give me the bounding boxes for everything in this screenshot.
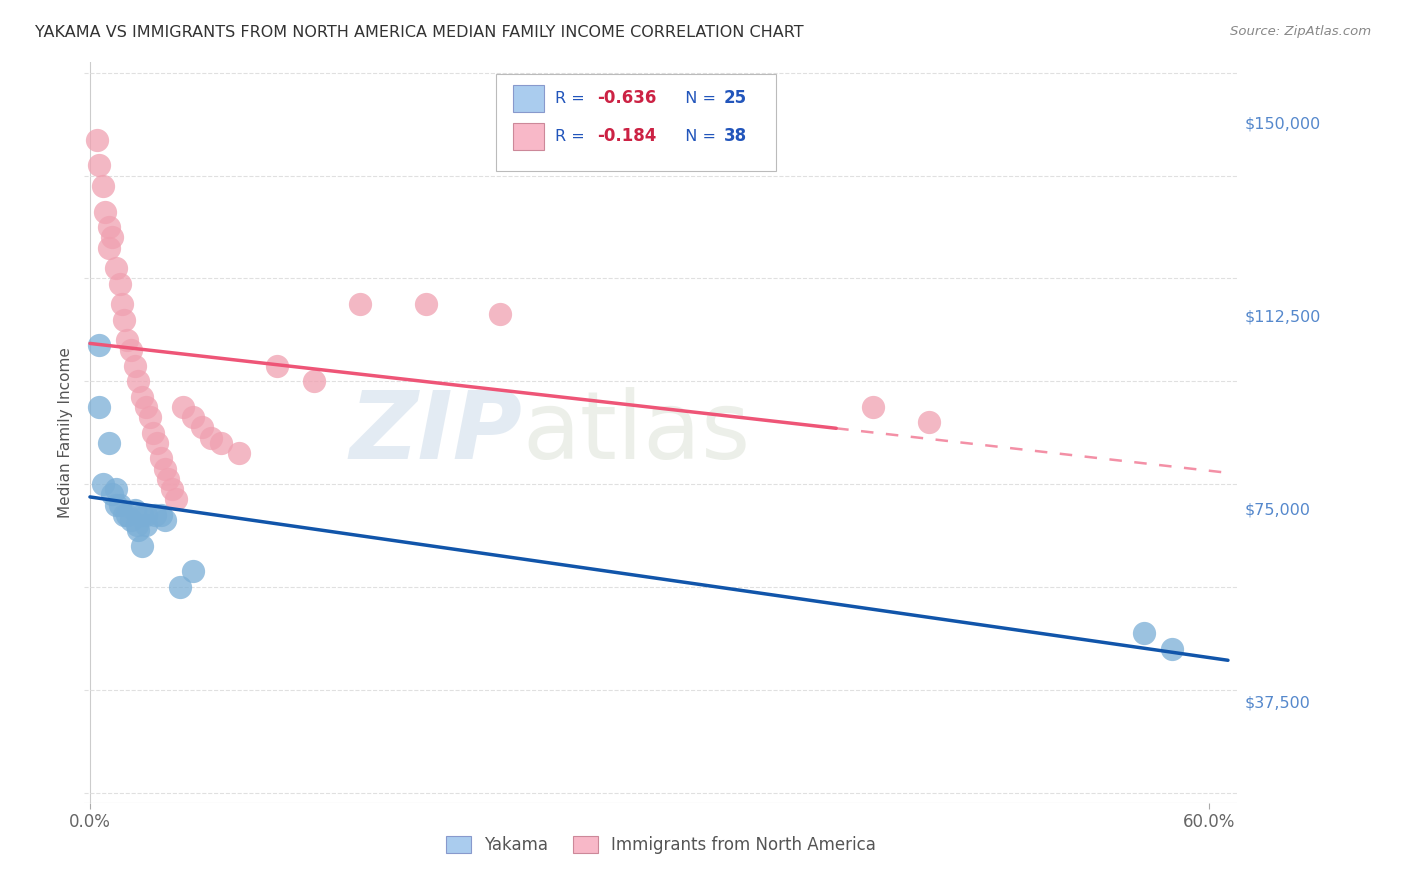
Text: $112,500: $112,500 [1244, 310, 1322, 325]
Point [153, 513, 176, 527]
Point [91, 178, 114, 193]
Point [149, 451, 172, 466]
Point [124, 502, 146, 516]
Point [111, 297, 134, 311]
Point [165, 492, 187, 507]
Point [918, 415, 941, 429]
Point [97, 436, 120, 450]
Point [138, 410, 160, 425]
Point [415, 297, 437, 311]
Point [228, 446, 250, 460]
Point [135, 518, 157, 533]
Point [153, 461, 176, 475]
Point [91, 477, 114, 491]
Point [105, 261, 128, 276]
Point [97, 240, 120, 254]
Point [105, 482, 128, 496]
Text: 25: 25 [724, 89, 747, 107]
Text: $75,000: $75,000 [1244, 502, 1310, 517]
Point [157, 472, 180, 486]
Point [112, 312, 135, 326]
Text: N =: N = [675, 91, 721, 105]
Point [1133, 626, 1156, 640]
Text: $37,500: $37,500 [1244, 695, 1310, 710]
Text: ZIP: ZIP [350, 386, 523, 479]
Point [191, 420, 214, 434]
Point [108, 498, 131, 512]
Point [105, 498, 128, 512]
Point [143, 508, 166, 522]
Point [862, 400, 884, 414]
Point [86, 132, 108, 146]
Point [135, 508, 157, 522]
Point [200, 431, 222, 445]
Point [117, 508, 139, 522]
Point [349, 297, 371, 311]
Point [131, 539, 153, 553]
Text: R =: R = [555, 91, 591, 105]
Point [1161, 641, 1184, 656]
Text: 38: 38 [724, 128, 747, 145]
Point [108, 277, 131, 291]
Point [181, 565, 204, 579]
Point [160, 482, 183, 496]
Point [89, 158, 111, 172]
Point [89, 400, 111, 414]
Legend: Yakama, Immigrants from North America: Yakama, Immigrants from North America [439, 830, 883, 861]
Y-axis label: Median Family Income: Median Family Income [58, 347, 73, 518]
Point [112, 508, 135, 522]
Text: Source: ZipAtlas.com: Source: ZipAtlas.com [1230, 25, 1371, 38]
Point [266, 359, 288, 373]
Point [489, 307, 512, 321]
Point [97, 219, 120, 234]
Point [94, 204, 117, 219]
Point [131, 508, 153, 522]
Text: -0.636: -0.636 [598, 89, 657, 107]
Text: $150,000: $150,000 [1244, 117, 1322, 132]
Point [89, 338, 111, 352]
Point [120, 343, 142, 358]
Point [124, 359, 146, 373]
Text: N =: N = [675, 129, 721, 144]
Point [142, 425, 165, 440]
Point [149, 508, 172, 522]
Text: atlas: atlas [523, 386, 751, 479]
Point [181, 410, 204, 425]
Point [127, 374, 149, 388]
Text: -0.184: -0.184 [598, 128, 657, 145]
Point [125, 518, 148, 533]
Point [302, 374, 325, 388]
Point [169, 580, 191, 594]
Point [209, 436, 232, 450]
Point [117, 333, 139, 347]
Text: YAKAMA VS IMMIGRANTS FROM NORTH AMERICA MEDIAN FAMILY INCOME CORRELATION CHART: YAKAMA VS IMMIGRANTS FROM NORTH AMERICA … [35, 25, 804, 40]
Text: R =: R = [555, 129, 591, 144]
Point [146, 436, 169, 450]
Point [172, 400, 194, 414]
Point [131, 390, 153, 404]
Point [101, 487, 124, 501]
Point [127, 524, 149, 538]
Point [120, 513, 142, 527]
Point [101, 230, 124, 244]
Point [135, 400, 157, 414]
